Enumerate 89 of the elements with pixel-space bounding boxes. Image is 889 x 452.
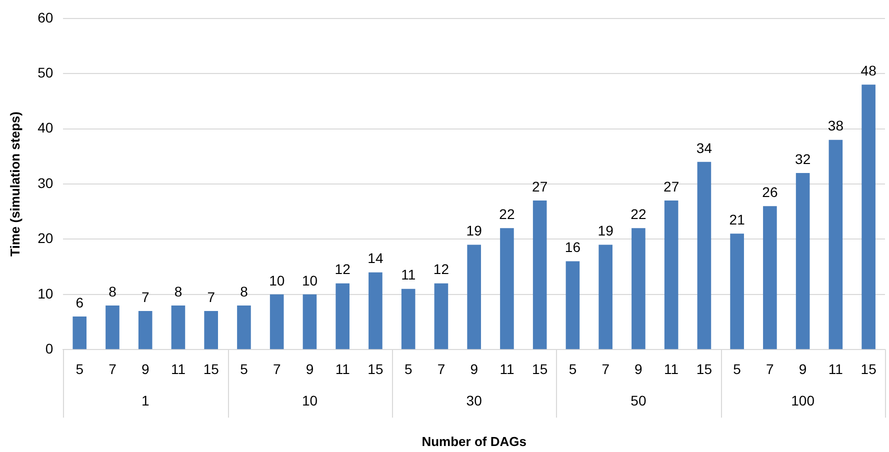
data-label: 16	[564, 239, 581, 256]
x-tick-label: 7	[766, 360, 774, 377]
x-tick-label: 9	[798, 360, 807, 377]
text: 30	[466, 392, 482, 408]
text: 100	[791, 392, 815, 408]
bar	[598, 244, 612, 350]
bar	[697, 162, 712, 350]
bar	[171, 305, 186, 350]
y-tick-label: 0	[45, 340, 54, 356]
y-tick-label: 10	[38, 285, 54, 302]
bar	[632, 228, 646, 350]
bar	[828, 140, 843, 350]
data-label: 10	[302, 272, 318, 288]
x-tick-label: 15	[368, 360, 384, 377]
bar	[862, 84, 876, 350]
y-tick-label: 50	[38, 64, 54, 80]
data-label: 19	[598, 222, 614, 239]
x-tick-label: 7	[108, 360, 117, 377]
data-label: 7	[141, 288, 150, 305]
bar	[500, 228, 514, 350]
data-label: 12	[334, 261, 351, 278]
data-label: 27	[664, 178, 680, 194]
data-label: 34	[696, 140, 712, 156]
bar	[138, 310, 152, 350]
x-tick-label: 15	[696, 360, 712, 377]
x-tick-label: 5	[404, 360, 412, 377]
data-label: 6	[76, 294, 84, 310]
y-axis-title: Time (simulation steps)	[7, 112, 22, 256]
data-label: 10	[269, 272, 285, 288]
bar	[368, 272, 382, 350]
bar	[532, 200, 547, 350]
data-label: 38	[828, 118, 844, 134]
data-label: 26	[762, 184, 778, 200]
x-tick-label: 5	[240, 360, 248, 377]
data-label: 7	[207, 288, 216, 305]
bar	[302, 294, 317, 350]
data-label: 48	[860, 62, 877, 78]
bar	[434, 283, 448, 350]
bar	[467, 244, 481, 350]
bar	[237, 305, 251, 350]
y-tick-label: 60	[38, 9, 54, 26]
x-tick-label: 9	[634, 360, 643, 377]
data-label: 21	[729, 212, 746, 228]
data-label: 27	[532, 178, 548, 194]
text: 50	[630, 392, 646, 408]
data-label: 11	[401, 266, 416, 283]
x-tick-label: 5	[733, 360, 742, 377]
bar	[730, 234, 744, 350]
bar	[566, 261, 580, 350]
text: 1	[141, 392, 150, 408]
bar	[763, 206, 777, 350]
data-label: 8	[108, 283, 117, 300]
bar	[270, 294, 284, 350]
bar	[336, 283, 350, 350]
data-label: 32	[795, 150, 811, 167]
bar	[72, 316, 87, 350]
bar	[664, 200, 678, 350]
x-tick-label: 7	[602, 360, 610, 377]
y-tick-label: 40	[38, 120, 54, 136]
bar	[204, 310, 218, 350]
data-label: 8	[174, 283, 182, 300]
bar	[401, 288, 416, 350]
x-tick-label: 11	[335, 360, 350, 377]
x-tick-label: 11	[500, 360, 514, 377]
y-tick-label: 20	[38, 230, 54, 246]
data-label: 12	[433, 261, 450, 278]
data-label: 22	[499, 206, 515, 222]
x-axis-title: Number of DAGs	[422, 434, 526, 449]
x-tick-label: 5	[568, 360, 577, 377]
x-tick-label: 7	[437, 360, 446, 377]
x-tick-label: 15	[203, 360, 220, 377]
x-tick-label: 5	[76, 360, 84, 377]
x-tick-label: 15	[532, 360, 548, 377]
data-label: 19	[466, 222, 482, 239]
y-tick-label: 30	[38, 174, 54, 191]
x-tick-label: 11	[828, 360, 844, 377]
data-label: 14	[368, 250, 384, 266]
x-tick-label: 9	[306, 360, 314, 377]
text: 10	[302, 392, 318, 408]
x-tick-label: 15	[860, 360, 877, 377]
data-label: 8	[240, 283, 248, 300]
x-tick-label: 9	[141, 360, 150, 377]
x-tick-label: 11	[664, 360, 679, 377]
x-tick-label: 9	[470, 360, 478, 377]
bar	[796, 172, 810, 350]
x-tick-label: 7	[272, 360, 281, 377]
bar	[106, 305, 120, 350]
x-tick-label: 11	[170, 360, 186, 377]
data-label: 22	[630, 206, 646, 222]
